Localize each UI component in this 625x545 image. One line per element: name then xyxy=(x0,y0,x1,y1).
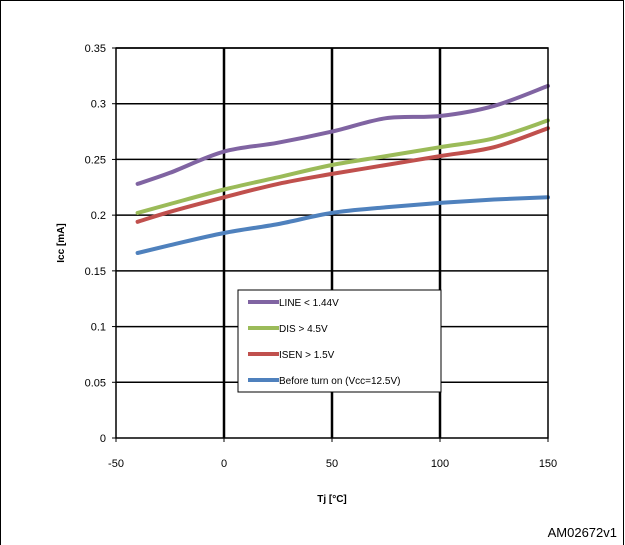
y-tick-label: 0.2 xyxy=(91,210,106,222)
y-tick-label: 0.1 xyxy=(91,322,106,334)
series-lines xyxy=(135,83,550,255)
y-tick-label: 0.15 xyxy=(85,266,106,278)
series-line-1 xyxy=(135,118,550,215)
x-tick-label: 150 xyxy=(539,458,557,470)
figure-code: AM02672v1 xyxy=(547,525,617,540)
series-line-3 xyxy=(135,195,550,255)
tick-labels: 0 0.05 0.1 0.15 0.2 0.25 0.3 0.35 -50 0 50 100 150 xyxy=(85,43,558,470)
y-axis-title: Icc [mA] xyxy=(56,223,67,262)
series-line-0 xyxy=(135,83,550,186)
y-tick-label: 0.05 xyxy=(85,377,106,389)
x-tick-label: 100 xyxy=(431,458,449,470)
x-tick-label: 0 xyxy=(221,458,227,470)
legend-label-0: LINE < 1.44V xyxy=(279,298,339,309)
legend: LINE < 1.44V DIS > 4.5V ISEN > 1.5V Before … xyxy=(237,289,442,393)
x-tick-label: 50 xyxy=(326,458,338,470)
y-tick-label: 0 xyxy=(100,433,106,445)
y-tick-label: 0.3 xyxy=(91,99,106,111)
x-tick-label: -50 xyxy=(108,458,124,470)
y-tick-label: 0.35 xyxy=(85,43,106,55)
y-tick-label: 0.25 xyxy=(85,154,106,166)
x-axis-title: Tj [°C] xyxy=(317,494,347,505)
legend-label-1: DIS > 4.5V xyxy=(279,324,328,335)
legend-label-2: ISEN > 1.5V xyxy=(279,350,335,361)
plot-area xyxy=(115,47,549,439)
series-line-2 xyxy=(135,126,550,224)
legend-box xyxy=(237,289,442,393)
legend-label-3: Before turn on (Vcc=12.5V) xyxy=(279,376,400,387)
